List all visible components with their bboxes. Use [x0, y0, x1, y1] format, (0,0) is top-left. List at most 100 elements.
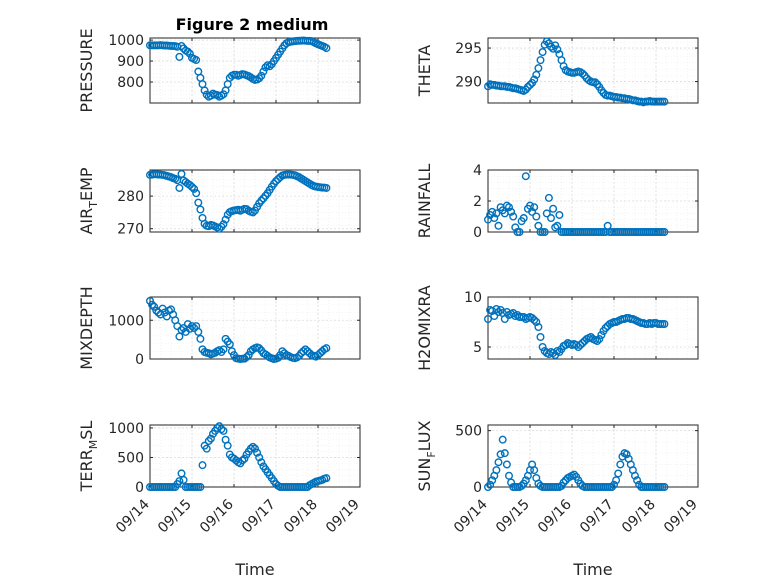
y-tick-label: 0 — [473, 225, 482, 241]
data-point — [502, 460, 511, 469]
y-tick-label: 4 — [473, 163, 482, 179]
data-point — [215, 224, 224, 233]
data-point — [517, 481, 526, 490]
data-point — [484, 315, 493, 324]
data-point — [538, 343, 547, 352]
data-point — [502, 201, 511, 210]
data-point — [559, 478, 568, 487]
data-point — [192, 56, 201, 65]
data-point — [261, 63, 270, 72]
data-point — [660, 320, 669, 329]
data-point — [322, 44, 331, 53]
data-point — [257, 196, 266, 205]
data-point — [484, 483, 493, 492]
x-tick-label: 09/15 — [155, 497, 195, 537]
data-point — [259, 67, 268, 76]
x-tick-label: 09/18 — [619, 497, 659, 537]
data-point — [612, 476, 621, 485]
data-point — [272, 177, 281, 186]
data-point — [530, 75, 539, 84]
y-tick-label: 280 — [117, 189, 144, 205]
data-point — [250, 444, 259, 453]
data-point — [528, 314, 537, 323]
data-point — [530, 203, 539, 212]
data-point — [601, 324, 610, 333]
subplot-mixdepth: 0 1000 MIXDEPTH — [77, 286, 361, 370]
x-tick-label: 09/16 — [535, 496, 575, 536]
data-point — [534, 323, 543, 332]
data-point — [257, 458, 266, 467]
y-tick-label: 290 — [455, 75, 482, 91]
data-point — [500, 449, 509, 458]
x-tick-label: 09/14 — [451, 496, 491, 536]
x-tick-label: 09/18 — [281, 497, 321, 537]
data-point — [509, 212, 518, 221]
data-point — [528, 207, 537, 216]
y-tick-label: 800 — [117, 75, 144, 91]
data-point — [534, 64, 543, 73]
data-point — [194, 198, 203, 207]
data-point — [622, 450, 631, 459]
data-point — [507, 478, 516, 487]
data-point — [248, 442, 257, 451]
data-point — [551, 223, 560, 232]
x-tick-label: 09/16 — [197, 496, 237, 536]
y-tick-label: 900 — [117, 54, 144, 70]
data-point — [515, 227, 524, 236]
data-point — [179, 475, 188, 484]
data-point — [597, 331, 606, 340]
data-point — [187, 182, 196, 191]
data-point — [257, 71, 266, 80]
data-point — [183, 320, 192, 329]
data-point — [526, 80, 535, 89]
y-axis-label: MIXDEPTH — [77, 286, 96, 369]
subplot-air-temp: 270 280 AIRTEMP — [77, 167, 361, 238]
data-point — [614, 469, 623, 478]
data-point — [555, 210, 564, 219]
data-point — [148, 300, 157, 309]
data-point — [238, 456, 247, 465]
data-point — [616, 460, 625, 469]
data-point — [519, 214, 528, 223]
x-axis-label: Time — [572, 560, 612, 579]
data-point — [660, 97, 669, 106]
data-point — [488, 476, 497, 485]
y-tick-label: 5 — [473, 340, 482, 356]
data-point — [175, 52, 184, 61]
data-point — [511, 223, 520, 232]
data-point — [255, 453, 264, 462]
y-axis-label: PRESSURE — [77, 28, 96, 112]
subplot-sun-flux: 0 500 09/14 09/15 09/16 09/17 09/18 09/19 Time SU… — [415, 420, 701, 579]
data-point — [213, 423, 222, 432]
data-point — [521, 476, 530, 485]
data-point — [183, 47, 192, 56]
data-point — [196, 205, 205, 214]
axes-box — [487, 37, 699, 104]
data-point — [549, 204, 558, 213]
data-point — [542, 209, 551, 218]
x-tick-label: 09/19 — [661, 497, 701, 537]
data-point — [591, 78, 600, 87]
data-point — [578, 339, 587, 348]
data-point — [521, 172, 530, 181]
y-axis-label: TERRMSL — [77, 421, 100, 493]
data-point — [530, 316, 539, 325]
data-point — [190, 184, 199, 193]
data-point — [631, 471, 640, 480]
data-point — [185, 49, 194, 58]
y-tick-label: 1000 — [108, 313, 144, 329]
data-point — [166, 305, 175, 314]
data-point — [242, 353, 251, 362]
data-point — [551, 41, 560, 50]
data-point — [177, 325, 186, 334]
data-point — [223, 441, 232, 450]
data-point — [492, 466, 501, 475]
subplot-theta: 290 295 THETA — [415, 37, 699, 107]
data-point — [219, 345, 228, 354]
data-point — [536, 333, 545, 342]
axes-box — [149, 169, 361, 233]
data-point — [322, 474, 331, 483]
y-axis-label: THETA — [415, 45, 434, 97]
y-tick-label: 0 — [135, 480, 144, 496]
data-point — [185, 181, 194, 190]
